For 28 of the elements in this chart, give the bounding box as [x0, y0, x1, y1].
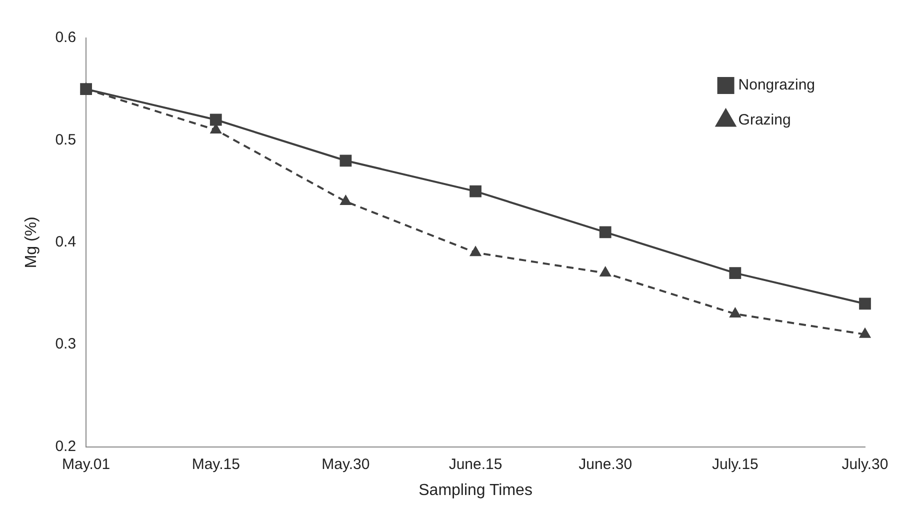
x-tick-label: May.01 — [62, 456, 110, 473]
point — [599, 226, 612, 238]
y-tick-label: 0.5 — [55, 131, 76, 148]
legend-label: Nongrazing — [738, 76, 816, 94]
x-tick-label: June.15 — [448, 456, 502, 473]
point — [730, 308, 741, 318]
x-tick-label: July.30 — [842, 456, 888, 473]
x-axis-title: Sampling Times — [418, 482, 532, 499]
point — [860, 328, 870, 338]
x-tick-label: July.15 — [712, 456, 758, 473]
point — [470, 185, 482, 198]
point — [600, 267, 611, 277]
x-tick-label: June.30 — [578, 456, 632, 473]
y-axis-title: Mg (%) — [23, 216, 40, 268]
point — [210, 114, 222, 126]
point — [470, 246, 481, 256]
y-tick-label: 0.6 — [55, 29, 76, 46]
y-tick-label: 0.2 — [55, 438, 76, 455]
point — [859, 298, 871, 310]
point — [340, 154, 352, 167]
y-tick-label: 0.4 — [55, 234, 76, 251]
x-tick-label: May.30 — [322, 456, 370, 473]
point — [80, 83, 92, 96]
legend-label: Grazing — [738, 112, 791, 129]
point — [729, 267, 742, 280]
point — [340, 196, 352, 206]
x-tick-label: May.15 — [192, 456, 240, 473]
y-tick-label: 0.3 — [55, 336, 76, 353]
